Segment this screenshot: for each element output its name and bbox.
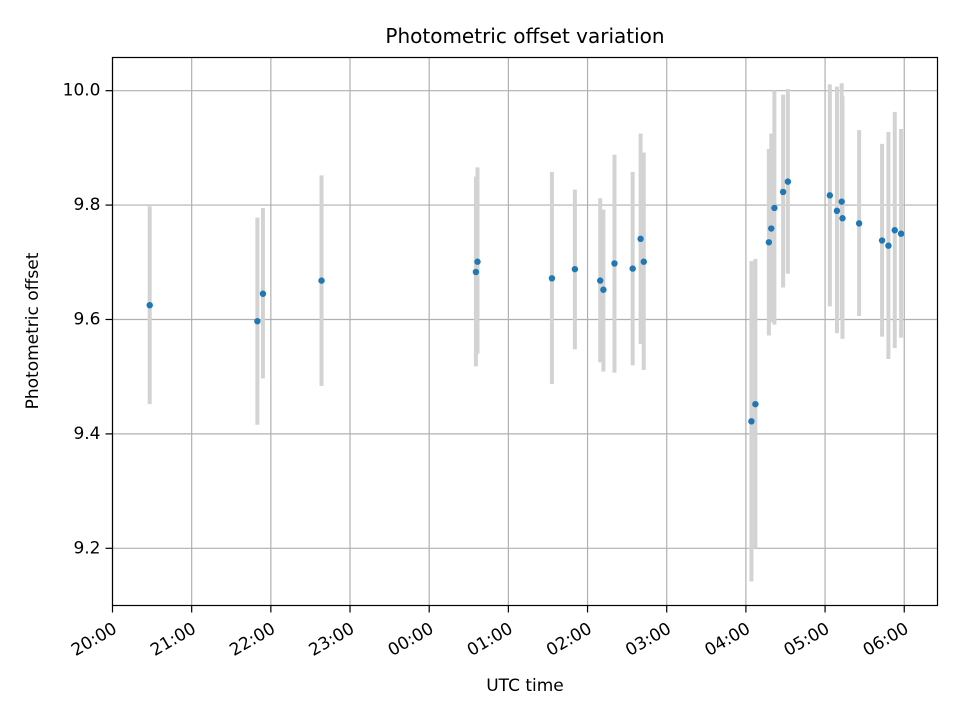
data-point: [637, 235, 644, 243]
data-point: [629, 265, 636, 272]
grid: [111, 57, 938, 606]
data-point: [640, 258, 647, 265]
data-point: [885, 242, 892, 249]
data-point: [748, 418, 755, 425]
data-point: [548, 275, 556, 282]
data-point: [878, 237, 886, 244]
plot-frame: [111, 56, 939, 607]
data-point: [839, 215, 846, 222]
data-point: [318, 277, 325, 284]
y-axis-title: Photometric offset: [23, 252, 43, 409]
data-points: [146, 178, 905, 425]
data-point: [891, 227, 898, 234]
data-point: [752, 400, 759, 408]
data-point: [259, 290, 267, 297]
y-tick-label: 10.0: [63, 81, 101, 101]
data-point: [771, 204, 778, 212]
data-point: [600, 286, 607, 293]
data-point: [779, 188, 787, 196]
y-tick-label: 9.2: [73, 538, 100, 558]
data-point: [768, 225, 775, 232]
y-tick-label: 9.6: [73, 309, 100, 329]
x-axis-title: UTC time: [486, 676, 564, 696]
data-point: [146, 301, 153, 309]
data-point: [826, 192, 834, 199]
data-point: [897, 230, 905, 237]
data-point: [254, 318, 261, 325]
data-point: [765, 239, 773, 246]
data-point: [472, 268, 480, 276]
y-axis: 9.2 9.4 9.6 9.8 10.0: [63, 81, 113, 558]
data-point: [571, 265, 579, 273]
chart-title: Photometric offset variation: [385, 24, 664, 48]
data-point: [833, 207, 841, 215]
data-point: [838, 198, 845, 205]
data-point: [611, 260, 618, 267]
data-point: [474, 258, 481, 265]
data-point: [597, 277, 604, 284]
data-point: [855, 220, 863, 227]
y-tick-label: 9.4: [73, 424, 100, 444]
y-tick-label: 9.8: [73, 195, 100, 215]
data-point: [784, 178, 792, 185]
